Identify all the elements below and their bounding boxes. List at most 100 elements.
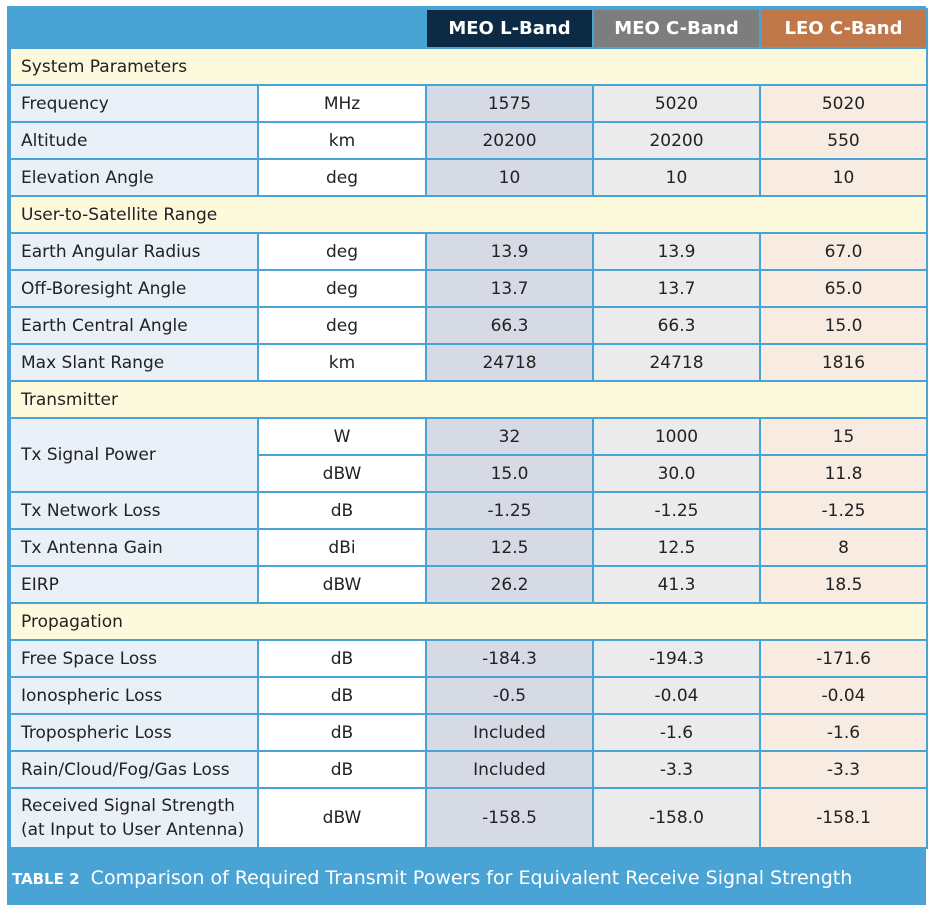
table-row: dBW 15.0 30.0 11.8: [10, 454, 928, 493]
cell-meo-l: 13.9: [425, 232, 594, 271]
row-label: Tropospheric Loss: [9, 713, 259, 752]
row-unit: dB: [257, 750, 427, 789]
cell-leo-c: 10: [759, 158, 928, 197]
cell-meo-l: 32: [425, 417, 594, 456]
row-label: Ionospheric Loss: [9, 676, 259, 715]
section-system-parameters: System Parameters: [9, 47, 928, 86]
header-meo-l-band: MEO L-Band: [425, 8, 594, 49]
table-row: Tx Signal Power W 32 1000 15: [9, 417, 928, 493]
cell-meo-c: 12.5: [592, 528, 761, 567]
cell-leo-c: 15.0: [759, 306, 928, 345]
table-row: EIRP dBW 26.2 41.3 18.5: [9, 565, 928, 604]
row-label: Tx Antenna Gain: [9, 528, 259, 567]
table-row: Ionospheric Loss dB -0.5 -0.04 -0.04: [9, 676, 928, 715]
cell-meo-l: 20200: [425, 121, 594, 160]
cell-meo-c: 1000: [592, 417, 761, 456]
row-unit: deg: [257, 269, 427, 308]
table-row: Elevation Angle deg 10 10 10: [9, 158, 928, 197]
cell-meo-l: 26.2: [425, 565, 594, 604]
row-unit: dB: [257, 491, 427, 530]
cell-meo-l: -158.5: [425, 787, 594, 849]
cell-leo-c: 11.8: [759, 454, 928, 493]
cell-meo-c: 13.7: [592, 269, 761, 308]
row-label: EIRP: [9, 565, 259, 604]
row-unit: dB: [257, 676, 427, 715]
cell-leo-c: 15: [759, 417, 928, 456]
table-row: Altitude km 20200 20200 550: [9, 121, 928, 160]
row-label: Earth Central Angle: [9, 306, 259, 345]
cell-meo-l: Included: [425, 750, 594, 789]
section-user-to-satellite-range: User-to-Satellite Range: [9, 195, 928, 234]
table-row: Tx Network Loss dB -1.25 -1.25 -1.25: [9, 491, 928, 530]
row-label: Tx Signal Power: [9, 417, 259, 493]
cell-meo-c: -3.3: [592, 750, 761, 789]
cell-leo-c: -1.6: [759, 713, 928, 752]
cell-meo-l: 24718: [425, 343, 594, 382]
cell-meo-c: -1.25: [592, 491, 761, 530]
cell-meo-l: Included: [425, 713, 594, 752]
cell-meo-c: 13.9: [592, 232, 761, 271]
cell-meo-l: 1575: [425, 84, 594, 123]
link-budget-table: MEO L-Band MEO C-Band LEO C-Band System …: [9, 8, 928, 849]
cell-meo-c: -194.3: [592, 639, 761, 678]
table-row: Free Space Loss dB -184.3 -194.3 -171.6: [9, 639, 928, 678]
row-label: Received Signal Strength (at Input to Us…: [9, 787, 259, 849]
row-label: Altitude: [9, 121, 259, 160]
cell-leo-c: -158.1: [759, 787, 928, 849]
table-row: Frequency MHz 1575 5020 5020: [9, 84, 928, 123]
cell-leo-c: 67.0: [759, 232, 928, 271]
row-unit: deg: [257, 306, 427, 345]
cell-meo-c: -158.0: [592, 787, 761, 849]
row-unit: dB: [257, 713, 427, 752]
cell-meo-c: -0.04: [592, 676, 761, 715]
row-unit: dBW: [257, 565, 427, 604]
row-unit: dBW: [257, 787, 427, 849]
row-label: Tx Network Loss: [9, 491, 259, 530]
table-row: Rain/Cloud/Fog/Gas Loss dB Included -3.3…: [9, 750, 928, 789]
cell-meo-c: 20200: [592, 121, 761, 160]
cell-meo-l: 66.3: [425, 306, 594, 345]
section-propagation: Propagation: [9, 602, 928, 641]
table-row: Max Slant Range km 24718 24718 1816: [9, 343, 928, 382]
section-transmitter: Transmitter: [9, 380, 928, 419]
cell-meo-c: 30.0: [592, 454, 761, 493]
cell-meo-c: 41.3: [592, 565, 761, 604]
cell-meo-l: 10: [425, 158, 594, 197]
section-row: Propagation: [9, 602, 928, 641]
table-row: Tx Antenna Gain dBi 12.5 12.5 8: [9, 528, 928, 567]
cell-leo-c: -0.04: [759, 676, 928, 715]
cell-meo-l: -184.3: [425, 639, 594, 678]
cell-leo-c: -171.6: [759, 639, 928, 678]
cell-meo-l: 12.5: [425, 528, 594, 567]
header-row: MEO L-Band MEO C-Band LEO C-Band: [9, 8, 928, 49]
row-label: Max Slant Range: [9, 343, 259, 382]
cell-leo-c: 8: [759, 528, 928, 567]
cell-meo-l: -1.25: [425, 491, 594, 530]
row-unit: MHz: [257, 84, 427, 123]
row-label: Earth Angular Radius: [9, 232, 259, 271]
row-unit: deg: [257, 232, 427, 271]
row-label-line1: Received Signal Strength: [21, 796, 235, 816]
table-caption: TABLE 2 Comparison of Required Transmit …: [12, 860, 912, 896]
row-unit: W: [257, 417, 427, 456]
cell-meo-l: -0.5: [425, 676, 594, 715]
table-row: Earth Central Angle deg 66.3 66.3 15.0: [9, 306, 928, 345]
cell-meo-c: 5020: [592, 84, 761, 123]
row-unit: km: [257, 343, 427, 382]
table-row: Off-Boresight Angle deg 13.7 13.7 65.0: [9, 269, 928, 308]
caption-tag: TABLE 2: [12, 870, 80, 888]
row-unit: dB: [257, 639, 427, 678]
cell-leo-c: 550: [759, 121, 928, 160]
caption-text: Comparison of Required Transmit Powers f…: [90, 867, 853, 889]
section-row: User-to-Satellite Range: [9, 195, 928, 234]
cell-leo-c: -1.25: [759, 491, 928, 530]
cell-leo-c: 1816: [759, 343, 928, 382]
row-label: Frequency: [9, 84, 259, 123]
cell-leo-c: 5020: [759, 84, 928, 123]
section-row: Transmitter: [9, 380, 928, 419]
header-meo-c-band: MEO C-Band: [592, 8, 761, 49]
header-leo-c-band: LEO C-Band: [759, 8, 928, 49]
row-label: Elevation Angle: [9, 158, 259, 197]
row-label: Off-Boresight Angle: [9, 269, 259, 308]
cell-meo-c: 66.3: [592, 306, 761, 345]
